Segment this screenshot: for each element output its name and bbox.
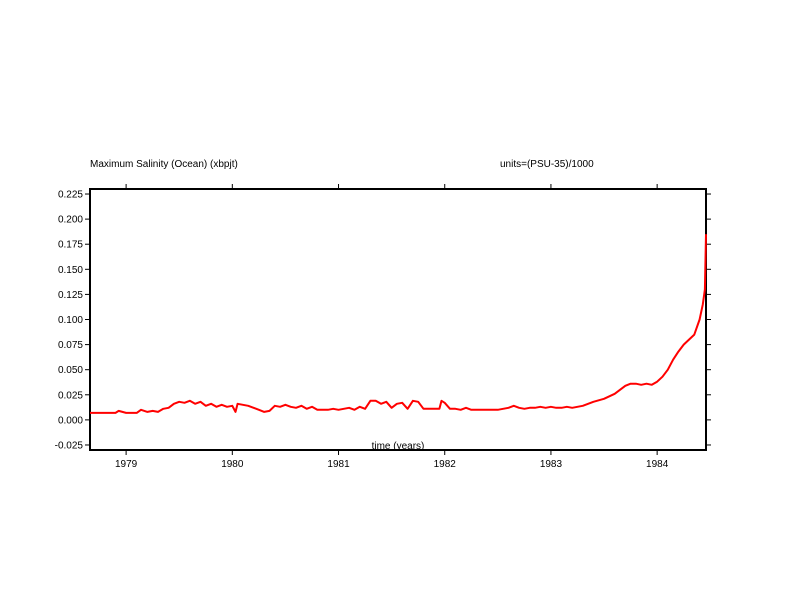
y-tick-label: 0.150: [58, 265, 83, 276]
y-tick-label: 0.000: [58, 415, 83, 426]
x-tick-label: 1981: [327, 459, 350, 470]
x-axis: 1979 1980 1981 1982 1983 1984: [115, 184, 669, 470]
y-tick-label: 0.025: [58, 390, 83, 401]
y-tick-label: 0.175: [58, 240, 83, 251]
y-tick-label: 0.125: [58, 290, 83, 301]
x-tick-label: 1982: [434, 459, 457, 470]
y-tick-label: 0.200: [58, 215, 83, 226]
y-tick-label: -0.025: [55, 440, 84, 451]
plot-area: -0.025 0.000 0.025 0.050 0.075 0.100 0.125 0.15…: [55, 184, 711, 470]
x-tick-label: 1984: [646, 459, 669, 470]
x-tick-label: 1979: [115, 459, 138, 470]
plot-frame: [89, 188, 707, 451]
chart-units: units=(PSU-35)/1000: [500, 159, 594, 170]
chart-title: Maximum Salinity (Ocean) (xbpjt): [90, 159, 238, 170]
y-tick-label: 0.050: [58, 365, 83, 376]
y-tick-label: 0.100: [58, 315, 83, 326]
y-tick-label: 0.225: [58, 190, 83, 201]
x-tick-label: 1980: [221, 459, 244, 470]
salinity-series-line: [90, 234, 707, 414]
y-axis: -0.025 0.000 0.025 0.050 0.075 0.100 0.125 0.15…: [55, 190, 711, 451]
y-tick-label: 0.075: [58, 340, 83, 351]
x-tick-label: 1983: [540, 459, 563, 470]
x-axis-label: time (years): [372, 441, 425, 452]
